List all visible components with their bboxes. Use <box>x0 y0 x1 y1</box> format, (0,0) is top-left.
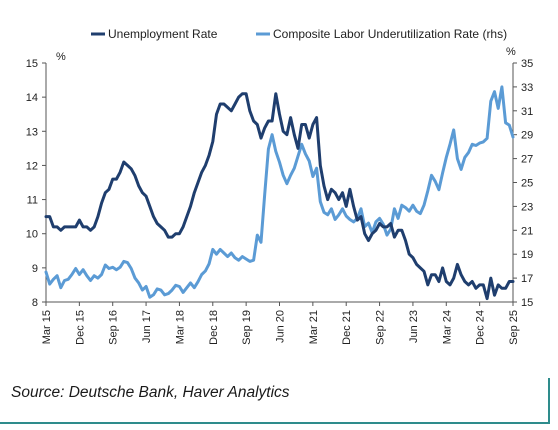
x-tick-label: Mar 18 <box>174 310 186 344</box>
legend: Unemployment Rate Composite Labor Underut… <box>91 27 507 41</box>
x-tick-label: Mar 15 <box>41 310 53 344</box>
right-tick-label: 15 <box>521 297 533 309</box>
left-tick-label: 8 <box>32 297 38 309</box>
left-tick-label: 14 <box>26 92 38 104</box>
source-note: Source: Deutsche Bank, Haver Analytics <box>11 384 290 401</box>
right-tick-label: 25 <box>521 178 533 190</box>
series-line-composite-underutilization <box>44 85 515 299</box>
right-tick-label: 35 <box>521 58 533 70</box>
right-tick-label: 19 <box>521 249 533 261</box>
x-tick-label: Dec 21 <box>341 310 353 345</box>
right-tick-label: 33 <box>521 82 533 94</box>
x-tick-label: Jun 20 <box>275 310 287 343</box>
left-tick-label: 11 <box>27 195 38 207</box>
series-line-unemployment-rate <box>44 92 515 301</box>
x-tick-label: Sep 25 <box>508 310 520 345</box>
x-tick-label: Mar 24 <box>441 310 453 344</box>
x-tick-label: Jun 23 <box>408 310 420 343</box>
x-tick-label: Dec 15 <box>74 310 86 345</box>
left-tick-label: 15 <box>26 58 38 70</box>
x-tick-label: Dec 18 <box>208 310 220 345</box>
x-tick-label: Sep 19 <box>241 310 253 345</box>
x-tick-label: Mar 21 <box>308 310 320 344</box>
legend-label: Unemployment Rate <box>108 27 218 41</box>
left-tick-label: 13 <box>26 126 38 138</box>
frame-border-bottom <box>0 422 550 424</box>
x-tick-label: Dec 24 <box>475 310 487 345</box>
axes: 8 9 10 11 12 13 14 15 15 17 19 21 23 25 27 29 31 33 35 Mar … <box>26 58 534 345</box>
right-tick-label: 17 <box>521 273 533 285</box>
frame-border-right <box>548 378 550 423</box>
right-tick-label: 29 <box>521 130 533 142</box>
right-tick-label: 21 <box>521 225 533 237</box>
left-tick-label: 12 <box>26 160 38 172</box>
series-layer <box>44 85 515 301</box>
left-tick-label: 10 <box>26 229 38 241</box>
legend-label: Composite Labor Underutilization Rate (r… <box>273 27 507 41</box>
right-tick-label: 27 <box>521 154 533 166</box>
x-tick-label: Sep 16 <box>108 310 120 345</box>
right-tick-label: 31 <box>521 106 533 118</box>
chart: Unemployment Rate Composite Labor Underut… <box>26 27 534 345</box>
right-tick-label: 23 <box>521 201 533 213</box>
left-tick-label: 9 <box>32 263 38 275</box>
left-axis-unit: % <box>56 51 66 63</box>
x-tick-label: Sep 22 <box>375 310 387 345</box>
x-tick-label: Jun 17 <box>141 310 153 343</box>
right-axis-unit: % <box>506 46 516 58</box>
